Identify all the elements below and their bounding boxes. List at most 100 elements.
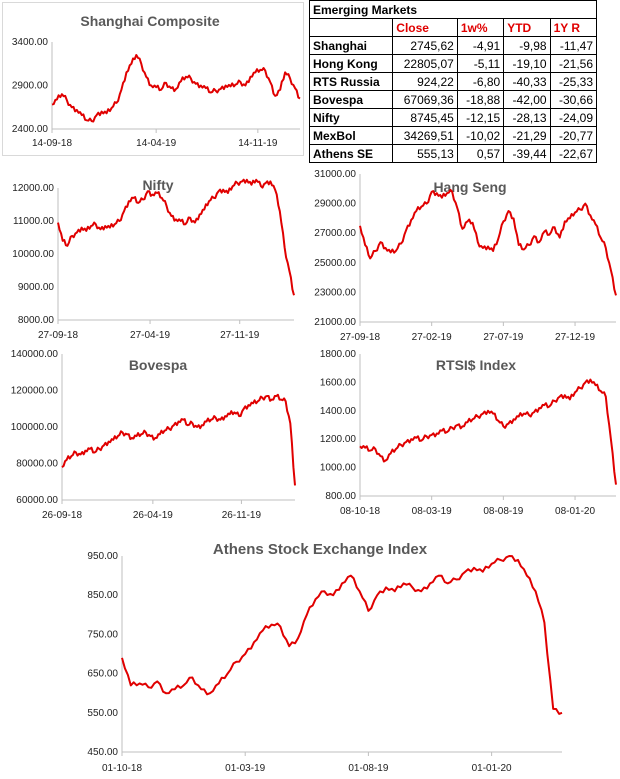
table-row: MexBol 34269,51 -10,02 -21,29 -20,77 — [308, 126, 598, 145]
x-tick-label: 08-08-19 — [483, 506, 523, 517]
chart-title: Hang Seng — [433, 179, 506, 195]
chart-bovespa-svg: Bovespa 140000.00 120000.00 100000.00 80000.… — [11, 350, 296, 521]
table-body: Shanghai 2745,62 -4,91 -9,98 -11,47 Hong Kong… — [308, 36, 598, 163]
x-tick-label: 27-11-19 — [220, 330, 260, 341]
x-tick-label: 26-09-18 — [42, 510, 82, 521]
y-tick-label: 1600.00 — [320, 377, 357, 388]
x-tick-label: 01-10-18 — [102, 763, 142, 774]
table-cell: -5,11 — [456, 54, 505, 73]
table-cell: -42,00 — [503, 90, 551, 109]
chart-shanghai-svg: Shanghai Composite 3400.00 2900.00 2400.00 1… — [12, 13, 301, 149]
table-cell: -18,88 — [456, 90, 505, 109]
y-tick-label: 25000.00 — [314, 258, 356, 269]
table-row: Shanghai 2745,62 -4,91 -9,98 -11,47 — [308, 36, 598, 55]
series-line — [51, 54, 301, 123]
emerging-markets-table: Emerging Markets Close 1w% YTD 1Y R Shan… — [308, 0, 598, 163]
table-cell: 34269,51 — [392, 126, 458, 145]
x-tick-label: 27-02-19 — [412, 332, 452, 343]
series-line — [359, 188, 617, 296]
table-title-row: Emerging Markets — [309, 0, 597, 19]
y-tick-label: 850.00 — [87, 590, 118, 601]
table-cell: -39,44 — [503, 144, 551, 163]
chart-hang-seng-svg: Hang Seng 31000.00 29000.00 27000.00 25000.0… — [314, 170, 617, 343]
chart-rtsi-svg: RTSI$ Index 1800.00 1600.00 1400.00 1200.00 1… — [320, 350, 617, 517]
table-row: Bovespa 67069,36 -18,88 -42,00 -30,66 — [308, 90, 598, 109]
y-tick-label: 120000.00 — [11, 386, 59, 397]
series-line — [121, 555, 563, 715]
x-tick-label: 27-09-18 — [38, 330, 78, 341]
y-tick-label: 27000.00 — [314, 228, 356, 239]
table-cell: -28,13 — [503, 108, 551, 127]
y-tick-label: 1800.00 — [320, 350, 357, 360]
table-cell: -11,47 — [549, 36, 598, 55]
table-title: Emerging Markets — [309, 0, 597, 19]
chart-title: Shanghai Composite — [80, 13, 219, 29]
chart-title: Nifty — [142, 177, 173, 193]
series-line — [57, 178, 295, 296]
x-tick-label: 14-09-18 — [32, 138, 72, 149]
series-line — [359, 378, 617, 485]
x-tick-label: 26-04-19 — [133, 510, 173, 521]
table-market-name: Bovespa — [308, 90, 394, 109]
x-tick-label: 08-01-20 — [555, 506, 595, 517]
table-market-name: Athens SE — [308, 144, 394, 163]
table-header-row: Close 1w% YTD 1Y R — [308, 18, 598, 37]
table-header-cell: 1Y R — [549, 18, 598, 37]
table-market-name: Nifty — [308, 108, 394, 127]
x-tick-label: 27-07-19 — [483, 332, 523, 343]
table-cell: -21,56 — [549, 54, 598, 73]
x-tick-label: 14-04-19 — [136, 138, 176, 149]
y-tick-label: 1000.00 — [320, 463, 357, 474]
x-tick-label: 27-09-18 — [340, 332, 380, 343]
table-cell: -20,77 — [549, 126, 598, 145]
y-tick-label: 31000.00 — [314, 170, 356, 180]
table-market-name: RTS Russia — [308, 72, 394, 91]
x-tick-label: 08-03-19 — [412, 506, 452, 517]
table-cell: -12,15 — [456, 108, 505, 127]
y-tick-label: 550.00 — [87, 708, 118, 719]
table-header-cell — [308, 18, 394, 37]
y-tick-label: 800.00 — [325, 491, 356, 502]
y-tick-label: 2400.00 — [12, 124, 49, 135]
table-cell: 67069,36 — [392, 90, 458, 109]
table-cell: -30,66 — [549, 90, 598, 109]
y-tick-label: 450.00 — [87, 747, 118, 758]
table-row: RTS Russia 924,22 -6,80 -40,33 -25,33 — [308, 72, 598, 91]
y-tick-label: 2900.00 — [12, 81, 49, 92]
table-header-cell: YTD — [503, 18, 551, 37]
y-tick-label: 950.00 — [87, 551, 118, 562]
y-tick-label: 12000.00 — [12, 183, 54, 194]
table-cell: 555,13 — [392, 144, 458, 163]
chart-nifty: Nifty 12000.00 11000.00 10000.00 9000.00 8000… — [0, 170, 306, 345]
table-row: Hong Kong 22805,07 -5,11 -19,10 -21,56 — [308, 54, 598, 73]
chart-bovespa: Bovespa 140000.00 120000.00 100000.00 80000.… — [0, 350, 306, 522]
x-tick-label: 14-11-19 — [238, 138, 278, 149]
table-market-name: MexBol — [308, 126, 394, 145]
y-tick-label: 750.00 — [87, 629, 118, 640]
y-tick-label: 60000.00 — [16, 495, 58, 506]
y-tick-label: 21000.00 — [314, 317, 356, 328]
y-tick-label: 29000.00 — [314, 199, 356, 210]
table-cell: -19,10 — [503, 54, 551, 73]
y-tick-label: 23000.00 — [314, 287, 356, 298]
chart-rtsi: RTSI$ Index 1800.00 1600.00 1400.00 1200.00 1… — [310, 350, 620, 522]
y-tick-label: 1400.00 — [320, 406, 357, 417]
y-tick-label: 140000.00 — [11, 350, 59, 360]
chart-athens: Athens Stock Exchange Index 950.00 850.00 7… — [60, 535, 580, 779]
x-tick-label: 08-10-18 — [340, 506, 380, 517]
x-tick-label: 27-04-19 — [130, 330, 170, 341]
x-tick-label: 01-01-20 — [472, 763, 512, 774]
x-tick-label: 01-03-19 — [225, 763, 265, 774]
y-tick-label: 8000.00 — [18, 315, 55, 326]
table-cell: -9,98 — [503, 36, 551, 55]
y-tick-label: 1200.00 — [320, 434, 357, 445]
table-cell: -4,91 — [456, 36, 505, 55]
x-tick-label: 26-11-19 — [222, 510, 262, 521]
table-cell: -6,80 — [456, 72, 505, 91]
y-tick-label: 100000.00 — [11, 422, 59, 433]
table-row: Athens SE 555,13 0,57 -39,44 -22,67 — [308, 144, 598, 163]
table-market-name: Hong Kong — [308, 54, 394, 73]
chart-title: Athens Stock Exchange Index — [213, 541, 428, 558]
series-line — [61, 393, 296, 486]
table-cell: -40,33 — [503, 72, 551, 91]
